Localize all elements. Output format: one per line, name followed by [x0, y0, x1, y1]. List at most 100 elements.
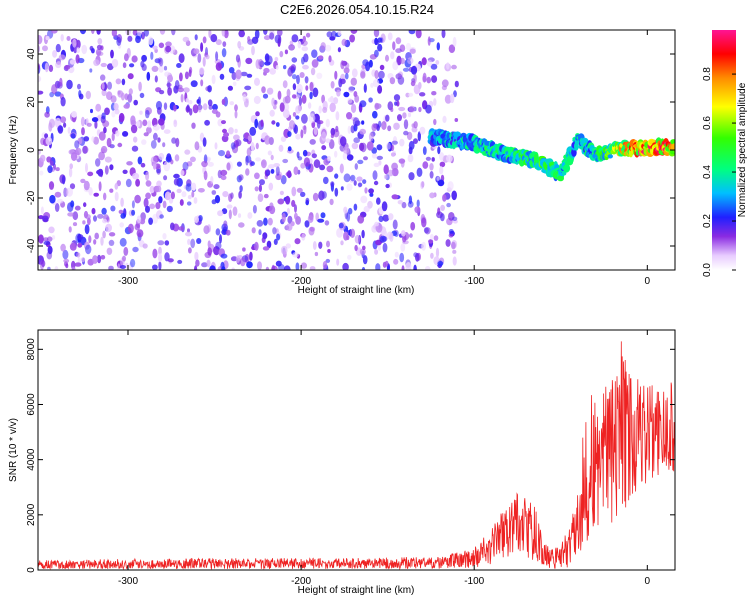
noise-dot	[123, 246, 129, 256]
noise-dot	[118, 209, 124, 214]
noise-dot	[233, 134, 240, 141]
noise-dot	[211, 199, 217, 205]
noise-dot	[221, 120, 226, 125]
noise-dot	[238, 174, 244, 181]
noise-dot	[158, 118, 165, 126]
noise-dot	[93, 192, 99, 197]
noise-dot	[431, 91, 437, 96]
noise-dot	[246, 261, 253, 269]
noise-dot	[360, 142, 367, 153]
noise-dot	[395, 73, 403, 80]
noise-dot	[159, 90, 165, 95]
noise-dot	[179, 72, 183, 82]
noise-dot	[362, 255, 368, 265]
noise-dot	[403, 119, 409, 130]
noise-dot	[222, 41, 227, 47]
noise-dot	[110, 49, 114, 59]
noise-dot	[180, 93, 184, 103]
noise-dot	[51, 84, 58, 95]
noise-dot	[291, 199, 296, 208]
noise-dot	[235, 255, 240, 264]
noise-dot	[199, 67, 205, 75]
noise-dot	[110, 205, 116, 212]
noise-dot	[414, 206, 421, 214]
noise-dot	[97, 254, 102, 264]
noise-dot	[45, 136, 53, 146]
noise-dot	[368, 132, 374, 142]
noise-dot	[238, 30, 245, 38]
noise-dot	[387, 231, 393, 240]
noise-dot	[245, 155, 249, 166]
noise-dot	[158, 65, 164, 73]
noise-dot	[339, 78, 346, 85]
noise-dot	[88, 187, 93, 196]
noise-dot	[97, 38, 103, 45]
noise-dot	[340, 60, 345, 70]
noise-dot	[425, 104, 432, 114]
noise-dot	[279, 190, 284, 196]
noise-dot	[259, 179, 265, 186]
noise-dot	[349, 34, 355, 43]
colorbar-tick-label: 0.4	[702, 165, 713, 179]
noise-dot	[145, 192, 152, 200]
noise-dot	[194, 265, 198, 270]
noise-dot	[202, 36, 207, 44]
noise-dot	[357, 182, 363, 187]
noise-dot	[173, 178, 179, 186]
noise-dot	[192, 104, 199, 114]
noise-dot	[109, 164, 114, 171]
noise-dot	[364, 187, 368, 194]
noise-dot	[158, 246, 162, 256]
noise-dot	[322, 106, 328, 113]
noise-dot	[368, 188, 374, 194]
noise-dot	[231, 71, 237, 81]
noise-dot	[353, 137, 361, 144]
noise-dot	[283, 65, 287, 70]
noise-dot	[275, 65, 279, 70]
noise-dot	[38, 149, 41, 155]
noise-dot	[378, 215, 384, 223]
noise-dot	[46, 156, 52, 163]
noise-dot	[316, 118, 321, 129]
noise-dot	[44, 62, 49, 73]
noise-dot	[357, 215, 365, 224]
noise-dot	[147, 120, 152, 128]
noise-dot	[225, 229, 231, 236]
noise-dot	[368, 59, 373, 68]
noise-dot	[390, 107, 394, 112]
noise-dot	[273, 238, 278, 245]
noise-dot	[353, 180, 357, 186]
noise-dot	[69, 183, 76, 190]
noise-dot	[269, 68, 277, 75]
noise-dot	[173, 120, 178, 128]
ridge-point	[563, 163, 571, 173]
noise-dot	[277, 198, 285, 205]
noise-dot	[145, 171, 150, 181]
noise-dot	[158, 152, 165, 161]
noise-dot	[107, 81, 112, 90]
noise-dot	[148, 36, 154, 46]
noise-dot	[194, 251, 199, 261]
noise-dot	[342, 152, 348, 160]
noise-dot	[451, 190, 458, 201]
noise-dot	[232, 206, 238, 216]
noise-dot	[255, 142, 259, 150]
noise-dot	[272, 227, 277, 235]
y-tick-label: 20	[26, 96, 37, 108]
noise-dot	[38, 234, 44, 244]
noise-dot	[318, 105, 322, 114]
noise-dot	[291, 74, 297, 80]
noise-dot	[86, 122, 92, 127]
noise-dot	[91, 117, 99, 123]
noise-dot	[393, 258, 399, 265]
noise-dot	[140, 162, 146, 168]
noise-dot	[269, 205, 276, 215]
ridge-point	[671, 143, 675, 151]
noise-dot	[408, 140, 415, 150]
noise-dot	[329, 36, 336, 41]
noise-dot	[374, 70, 379, 79]
noise-dot	[226, 162, 231, 171]
noise-dot	[452, 256, 457, 266]
noise-dot	[89, 68, 93, 73]
noise-dot	[211, 74, 216, 85]
